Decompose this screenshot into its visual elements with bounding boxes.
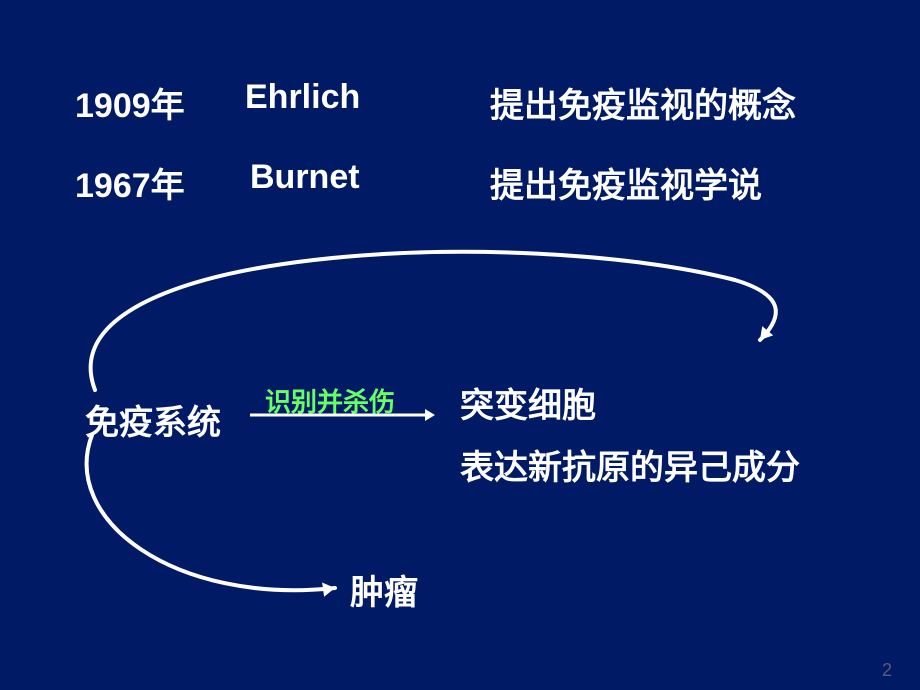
line1-desc: 提出免疫监视的概念 (490, 78, 796, 127)
arrow-label: 识别并杀伤 (265, 382, 395, 419)
tumor-label: 肿瘤 (350, 565, 418, 614)
neoantigen-label: 表达新抗原的异己成分 (460, 440, 800, 489)
mutant-cell-label: 突变细胞 (460, 378, 596, 427)
line1-name: Ehrlich (245, 78, 360, 117)
line2-desc: 提出免疫监视学说 (490, 158, 762, 207)
line2-year: 1967年 (75, 158, 185, 207)
line2-name: Burnet (250, 158, 360, 197)
immune-system-label: 免疫系统 (85, 395, 221, 444)
page-number: 2 (882, 660, 892, 681)
line1-year: 1909年 (75, 78, 185, 127)
slide: 1909年 Ehrlich 提出免疫监视的概念 1967年 Burnet 提出免… (0, 0, 920, 690)
